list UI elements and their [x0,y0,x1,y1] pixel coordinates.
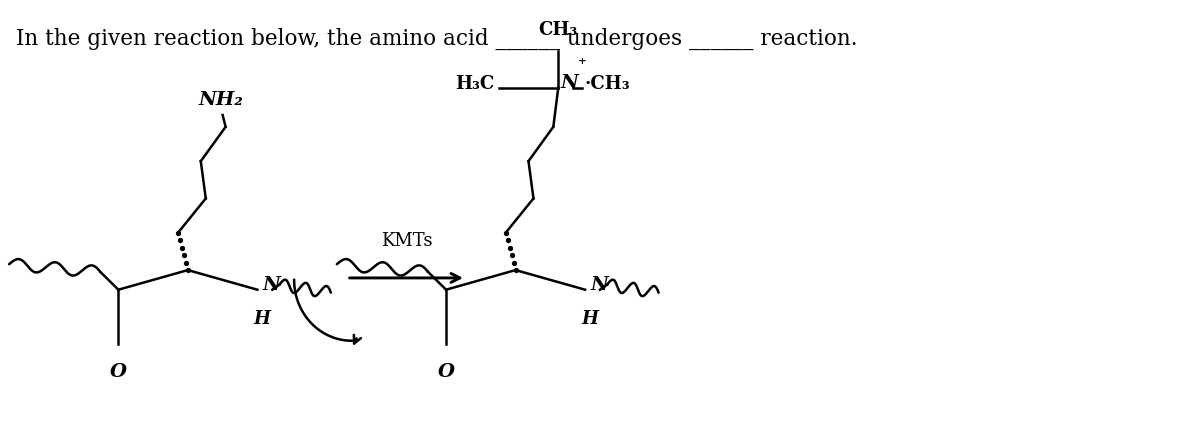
Text: H: H [254,310,271,328]
Text: KMTs: KMTs [380,233,432,250]
Text: N: N [560,74,578,91]
Text: NH₂: NH₂ [198,91,244,109]
Text: N: N [263,276,281,294]
Text: In the given reaction below, the amino acid ______ undergoes ______ reaction.: In the given reaction below, the amino a… [16,28,858,50]
Text: ·CH₃: ·CH₃ [584,75,630,93]
Text: H: H [582,310,599,328]
Text: N: N [590,276,608,294]
Text: O: O [438,363,455,381]
Text: H₃C: H₃C [456,75,494,93]
Text: O: O [110,363,127,381]
Text: CH₃: CH₃ [539,20,578,39]
Text: ⁺: ⁺ [578,57,587,75]
